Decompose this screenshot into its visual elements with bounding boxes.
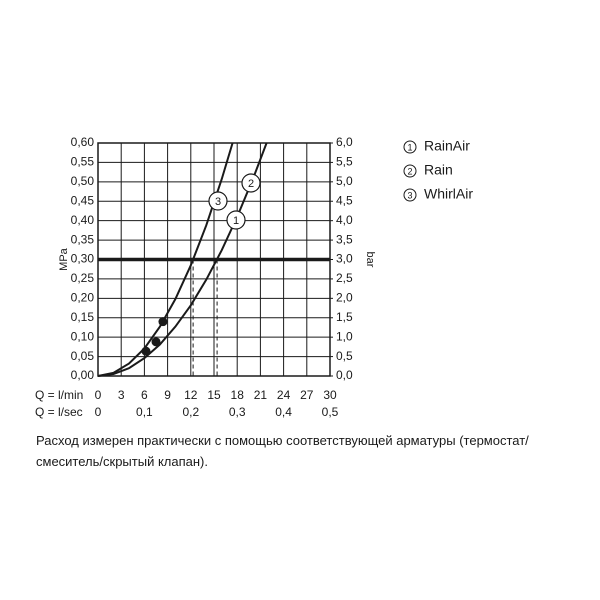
x2-tick-label: 0,1 <box>136 405 153 419</box>
curve-label-circle <box>226 210 246 230</box>
y2-tick-label: 0,5 <box>336 349 353 363</box>
x2-axis-label: Q = l/sec <box>35 405 83 419</box>
x-tick-label: 27 <box>300 388 314 402</box>
curve-label-circle <box>208 191 228 211</box>
x2-tick-label: 0,5 <box>322 405 339 419</box>
y-tick-label: 0,60 <box>71 135 95 149</box>
measure-point <box>151 337 161 347</box>
y2-tick-label: 3,0 <box>336 252 353 266</box>
x-tick-label: 9 <box>164 388 171 402</box>
x2-tick-label: 0,4 <box>275 405 292 419</box>
y-tick-label: 0,20 <box>71 291 95 305</box>
y2-tick-label: 1,5 <box>336 310 353 324</box>
x2-tick-label: 0 <box>95 405 102 419</box>
chart: 0,000,050,100,150,200,250,300,350,400,45… <box>35 135 473 419</box>
x-tick-label: 18 <box>231 388 245 402</box>
x2-tick-label: 0,2 <box>182 405 199 419</box>
measure-point <box>158 317 168 327</box>
y2-tick-label: 4,5 <box>336 193 353 207</box>
legend-label: RainAir <box>424 138 470 154</box>
y2-tick-label: 1,0 <box>336 329 353 343</box>
x-tick-label: 24 <box>277 388 291 402</box>
y-tick-label: 0,10 <box>71 329 95 343</box>
x-tick-label: 15 <box>207 388 221 402</box>
y-axis-label: MPa <box>58 247 70 271</box>
x-tick-label: 6 <box>141 388 148 402</box>
x-tick-label: 12 <box>184 388 198 402</box>
legend-circle <box>403 188 417 202</box>
measure-point <box>141 346 151 356</box>
curve-label: 3 <box>215 196 221 208</box>
x-tick-label: 30 <box>323 388 337 402</box>
y-tick-label: 0,40 <box>71 213 95 227</box>
x-tick-label: 21 <box>254 388 268 402</box>
y-tick-label: 0,25 <box>71 271 95 285</box>
y-tick-label: 0,50 <box>71 174 95 188</box>
y-tick-label: 0,05 <box>71 349 95 363</box>
legend-label: WhirlAir <box>424 186 473 202</box>
y-tick-label: 0,15 <box>71 310 95 324</box>
x-tick-label: 0 <box>95 388 102 402</box>
legend-circle <box>403 164 417 178</box>
legend-number: 2 <box>407 166 412 176</box>
x2-tick-label: 0,3 <box>229 405 246 419</box>
y2-tick-label: 3,5 <box>336 232 353 246</box>
curve <box>97 142 268 377</box>
curve-label: 2 <box>248 178 254 190</box>
y2-tick-label: 5,5 <box>336 155 353 169</box>
y2-tick-label: 0,0 <box>336 368 353 382</box>
y-tick-label: 0,55 <box>71 155 95 169</box>
y2-tick-label: 6,0 <box>336 135 353 149</box>
y2-tick-label: 5,0 <box>336 174 353 188</box>
legend-label: Rain <box>424 162 453 178</box>
y-tick-label: 0,00 <box>71 368 95 382</box>
legend-number: 1 <box>407 142 412 152</box>
y2-tick-label: 2,0 <box>336 291 353 305</box>
y-tick-label: 0,45 <box>71 193 95 207</box>
plot-frame <box>97 142 331 377</box>
y-tick-label: 0,30 <box>71 252 95 266</box>
curve-label: 1 <box>233 215 239 227</box>
y2-tick-label: 2,5 <box>336 271 353 285</box>
x-tick-label: 3 <box>118 388 125 402</box>
curve-label-circle <box>241 173 261 193</box>
y-tick-label: 0,35 <box>71 232 95 246</box>
y2-axis-label: bar <box>364 252 376 268</box>
x-axis-label: Q = l/min <box>35 388 83 402</box>
y2-tick-label: 4,0 <box>336 213 353 227</box>
legend-number: 3 <box>407 190 412 200</box>
footnote: Расход измерен практически с помощью соо… <box>36 433 529 469</box>
legend-circle <box>403 140 417 154</box>
